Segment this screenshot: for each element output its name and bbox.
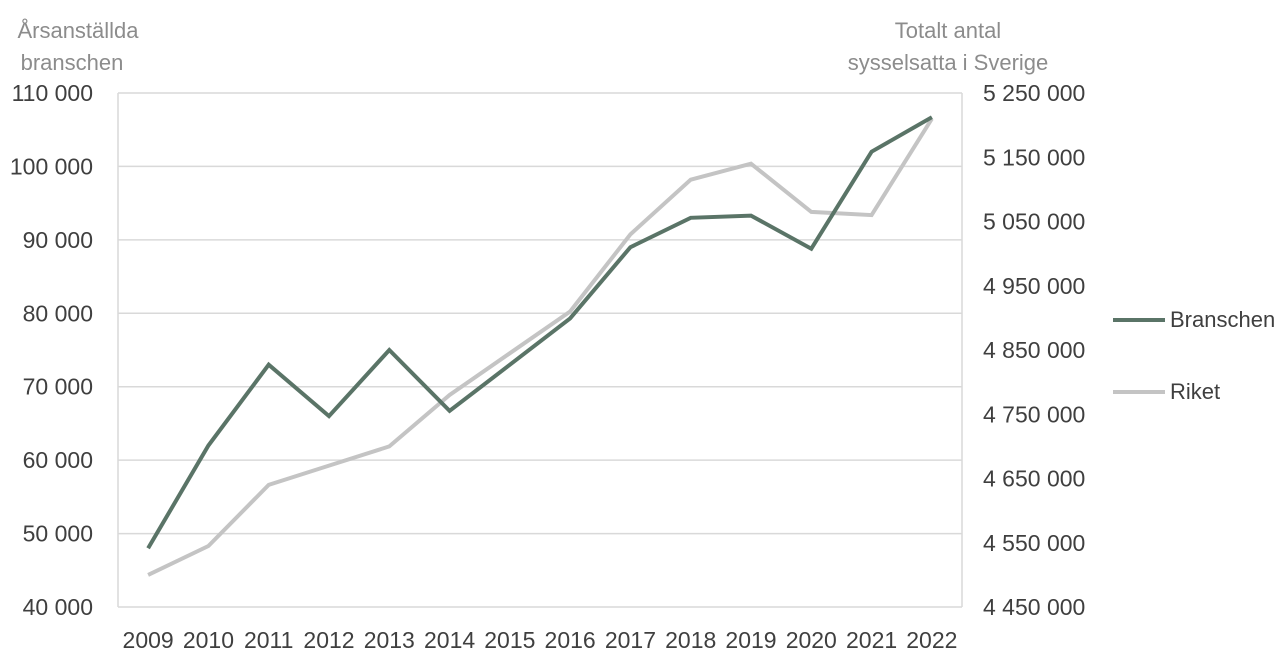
right-axis-title-line-2: sysselsatta i Sverige bbox=[848, 50, 1049, 75]
right-tick-label: 4 750 000 bbox=[983, 401, 1085, 427]
right-axis-title-line-1: Totalt antal bbox=[895, 18, 1001, 43]
x-tick-label: 2014 bbox=[424, 627, 475, 650]
x-tick-label: 2021 bbox=[846, 627, 897, 650]
series-line-riket bbox=[147, 117, 934, 577]
x-tick-label: 2010 bbox=[183, 627, 234, 650]
gridlines bbox=[118, 92, 962, 535]
x-tick-label: 2017 bbox=[605, 627, 656, 650]
left-tick-label: 90 000 bbox=[23, 227, 93, 253]
left-tick-label: 60 000 bbox=[23, 447, 93, 473]
series-line-branschen bbox=[146, 115, 933, 550]
right-tick-label: 5 150 000 bbox=[983, 144, 1085, 170]
right-axis-ticks: 4 450 000 4 550 000 4 650 000 4 750 000 4 85… bbox=[983, 80, 1085, 620]
x-tick-label: 2015 bbox=[484, 627, 535, 650]
right-tick-label: 5 250 000 bbox=[983, 80, 1085, 106]
x-tick-label: 2016 bbox=[545, 627, 596, 650]
left-tick-label: 70 000 bbox=[23, 374, 93, 400]
left-tick-label: 110 000 bbox=[12, 80, 93, 106]
right-tick-label: 4 950 000 bbox=[983, 273, 1085, 299]
right-tick-label: 4 850 000 bbox=[983, 337, 1085, 363]
right-tick-label: 4 650 000 bbox=[983, 466, 1085, 492]
right-tick-label: 4 550 000 bbox=[983, 530, 1085, 556]
left-axis-title-line-2: branschen bbox=[21, 50, 124, 75]
left-tick-label: 50 000 bbox=[23, 521, 93, 547]
x-tick-label: 2019 bbox=[725, 627, 776, 650]
right-tick-label: 5 050 000 bbox=[983, 209, 1085, 235]
x-tick-label: 2012 bbox=[303, 627, 354, 650]
left-tick-label: 100 000 bbox=[10, 153, 93, 179]
legend-label-branschen: Branschen bbox=[1170, 307, 1275, 332]
x-tick-label: 2020 bbox=[786, 627, 837, 650]
right-tick-label: 4 450 000 bbox=[983, 594, 1085, 620]
axes bbox=[117, 93, 963, 608]
x-axis-ticks: 2009 2010 2011 2012 2013 2014 2015 2016 2017 2018… bbox=[123, 627, 958, 650]
series-lines bbox=[146, 115, 934, 577]
left-tick-label: 40 000 bbox=[23, 594, 93, 620]
x-tick-label: 2018 bbox=[665, 627, 716, 650]
left-axis-title-line-1: Årsanställda bbox=[17, 18, 139, 43]
left-axis-ticks: 40 000 50 000 60 000 70 000 80 000 90 000 100 … bbox=[10, 80, 93, 620]
x-tick-label: 2011 bbox=[244, 627, 293, 650]
legend-label-riket: Riket bbox=[1170, 379, 1220, 404]
left-tick-label: 80 000 bbox=[23, 300, 93, 326]
x-tick-label: 2013 bbox=[364, 627, 415, 650]
x-tick-label: 2009 bbox=[123, 627, 174, 650]
x-tick-label: 2022 bbox=[906, 627, 957, 650]
legend: Branschen Riket bbox=[1113, 307, 1275, 404]
